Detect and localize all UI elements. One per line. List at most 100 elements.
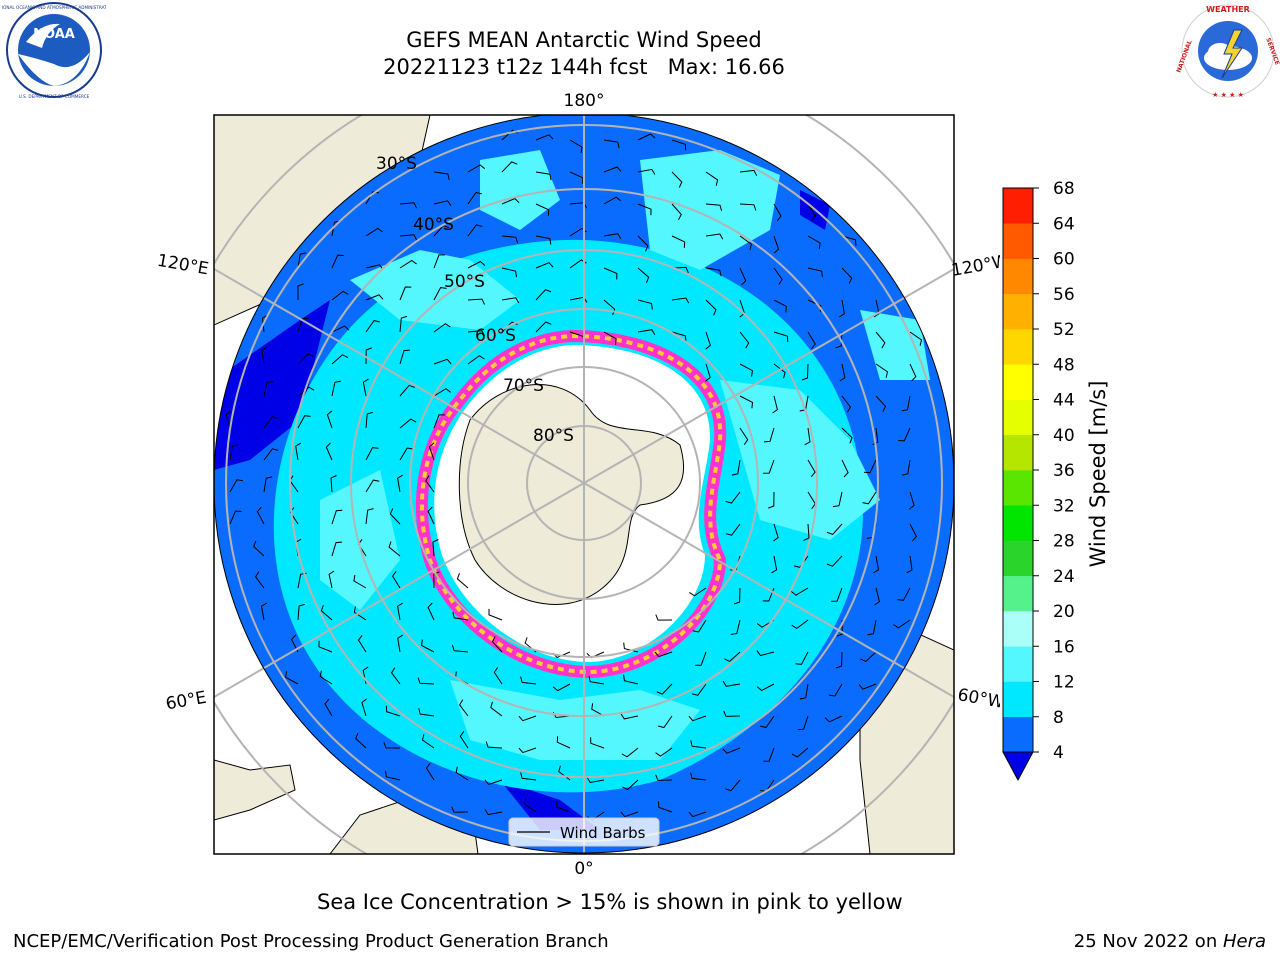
svg-text:WEATHER: WEATHER	[1206, 5, 1250, 14]
wind-barb	[355, 732, 367, 749]
wind-barb	[467, 164, 486, 173]
wind-barb	[621, 747, 639, 758]
colorbar-tick-label: 24	[1053, 567, 1075, 587]
wind-barb	[586, 777, 605, 784]
wind-barb	[826, 555, 843, 567]
wind-barb	[467, 224, 483, 237]
legend-label: Wind Barbs	[560, 824, 646, 842]
wind-barb	[724, 651, 741, 662]
noaa-logo: NOAA NATIONAL OCEANIC AND ATMOSPHERIC AD…	[2, 2, 106, 99]
lat-label-60s: 60°S	[475, 326, 516, 346]
wind-barb	[297, 415, 311, 429]
wind-barb	[260, 602, 267, 621]
wind-barb	[807, 203, 817, 222]
wind-barb	[622, 779, 639, 791]
wind-barb	[417, 677, 435, 685]
wind-barb	[773, 523, 779, 542]
lat-label-70s: 70°S	[503, 376, 544, 396]
wind-barb	[655, 614, 673, 621]
wind-barb	[804, 427, 811, 446]
wind-barb	[433, 287, 447, 301]
wind-barb	[603, 196, 622, 205]
wind-barb	[671, 171, 683, 188]
wind-barb	[733, 587, 741, 605]
wind-barb	[399, 234, 418, 241]
wind-barb	[655, 774, 673, 781]
wind-barb	[390, 667, 401, 685]
wind-barb	[832, 491, 843, 508]
wind-barb	[875, 331, 886, 349]
wind-barb	[263, 476, 273, 493]
antarctica	[458, 384, 685, 605]
wind-barb	[295, 442, 302, 461]
wind-barb	[467, 355, 485, 365]
wind-barb	[705, 299, 717, 316]
wind-barb	[552, 683, 571, 692]
wind-barb	[739, 267, 747, 286]
wind-barb	[841, 395, 852, 413]
colorbar-tick-label: 60	[1053, 250, 1075, 270]
svg-text:U.S. DEPARTMENT OF COMMERCE: U.S. DEPARTMENT OF COMMERCE	[19, 94, 90, 99]
caption: Sea Ice Concentration > 15% is shown in …	[317, 890, 903, 914]
footer-date: 25 Nov 2022 on Hera	[1074, 931, 1266, 952]
wind-barb	[901, 459, 911, 476]
wind-barb	[722, 747, 741, 754]
wind-barb	[603, 139, 620, 149]
wind-barb	[330, 475, 337, 493]
wind-barb	[695, 651, 707, 666]
wind-barb	[297, 317, 309, 333]
wind-barb	[229, 510, 242, 525]
wind-barb	[361, 698, 367, 717]
wind-barb	[535, 134, 554, 141]
wind-barb	[739, 395, 754, 409]
wind-barb	[518, 747, 537, 754]
wind-barb	[433, 358, 452, 365]
wind-barb	[491, 636, 503, 653]
colorbar-segment	[1003, 188, 1033, 224]
wind-barb	[603, 299, 616, 315]
footer-date-text: 25 Nov 2022 on	[1073, 931, 1223, 952]
colorbar-tick-label: 8	[1053, 708, 1064, 728]
wind-barb	[705, 267, 722, 277]
wind-barb	[433, 200, 452, 207]
wind-barb	[831, 587, 843, 602]
wind-barb	[399, 259, 417, 269]
wind-barb	[433, 171, 450, 180]
wind-barb	[705, 363, 711, 382]
wind-barb	[671, 235, 686, 248]
wind-barb	[603, 331, 617, 345]
wind-barb	[485, 741, 503, 749]
wind-barb	[909, 523, 918, 542]
wind-barb	[362, 378, 369, 397]
colorbar-segment	[1003, 681, 1033, 718]
wind-barb	[433, 254, 445, 269]
wind-barb	[501, 235, 519, 244]
lon-label-0: 0°	[574, 859, 593, 879]
wind-barb	[874, 587, 880, 606]
wind-barb	[418, 708, 435, 717]
wind-barb	[325, 442, 333, 461]
wind-barb	[427, 602, 435, 621]
wind-barb	[756, 683, 775, 692]
wind-barb	[875, 395, 887, 412]
wind-barb	[318, 640, 333, 653]
wind-barb	[319, 670, 333, 685]
wind-barb	[229, 444, 239, 461]
wind-barb	[456, 573, 469, 589]
wind-barb	[688, 811, 707, 818]
wind-barb	[467, 330, 486, 337]
wind-barb	[569, 139, 583, 154]
wind-barb	[535, 171, 552, 181]
wind-barb	[365, 508, 374, 525]
lon-label-120e: 120°E	[156, 251, 210, 280]
wind-barb	[671, 331, 687, 342]
wind-barb	[771, 555, 778, 574]
wind-barb	[620, 713, 639, 720]
wind-barb	[588, 675, 605, 685]
wind-barb	[535, 235, 552, 245]
wind-barb	[535, 321, 552, 333]
wind-barb	[399, 315, 408, 333]
wind-barb	[897, 587, 911, 601]
wind-barb	[872, 427, 879, 446]
wind-barb	[467, 191, 482, 205]
